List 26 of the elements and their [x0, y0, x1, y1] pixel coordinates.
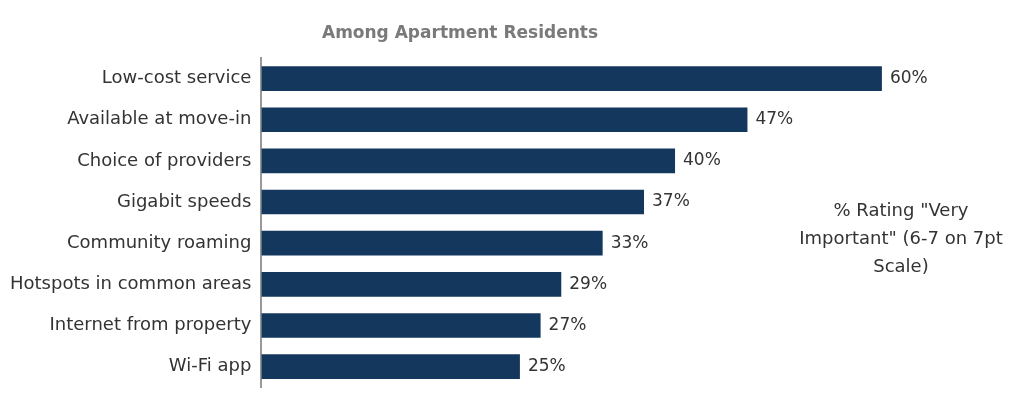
bar — [261, 354, 520, 379]
bar — [261, 313, 541, 338]
bar — [261, 148, 676, 174]
data-label: 60% — [889, 67, 928, 87]
bar — [261, 271, 562, 297]
bar — [261, 66, 882, 91]
y-tick-label: Wi-Fi app — [168, 354, 252, 376]
annotation: % Rating "Very Important" (6-7 on 7pt Scale) — [798, 198, 1004, 278]
y-tick-label: Available at move-in — [67, 107, 252, 129]
data-label: 33% — [610, 231, 649, 252]
bar — [261, 230, 603, 256]
y-tick-label: Hotspots in common areas — [9, 272, 252, 293]
y-tick-label: Gigabit speeds — [116, 189, 252, 211]
data-label: 47% — [755, 108, 794, 129]
data-label: 37% — [652, 190, 690, 211]
data-label: 40% — [683, 149, 721, 170]
data-label: 27% — [548, 313, 587, 334]
data-label: 29% — [569, 272, 608, 293]
y-tick-label: Low-cost service — [101, 66, 252, 88]
bar — [261, 189, 645, 215]
chart-title: Among Apartment Residents — [320, 22, 600, 42]
y-tick-label: Choice of providers — [77, 148, 252, 170]
bar — [261, 107, 748, 133]
data-label: 25% — [527, 355, 566, 376]
y-tick-label: Community roaming — [67, 230, 252, 252]
y-tick-label: Internet from property — [49, 313, 252, 335]
